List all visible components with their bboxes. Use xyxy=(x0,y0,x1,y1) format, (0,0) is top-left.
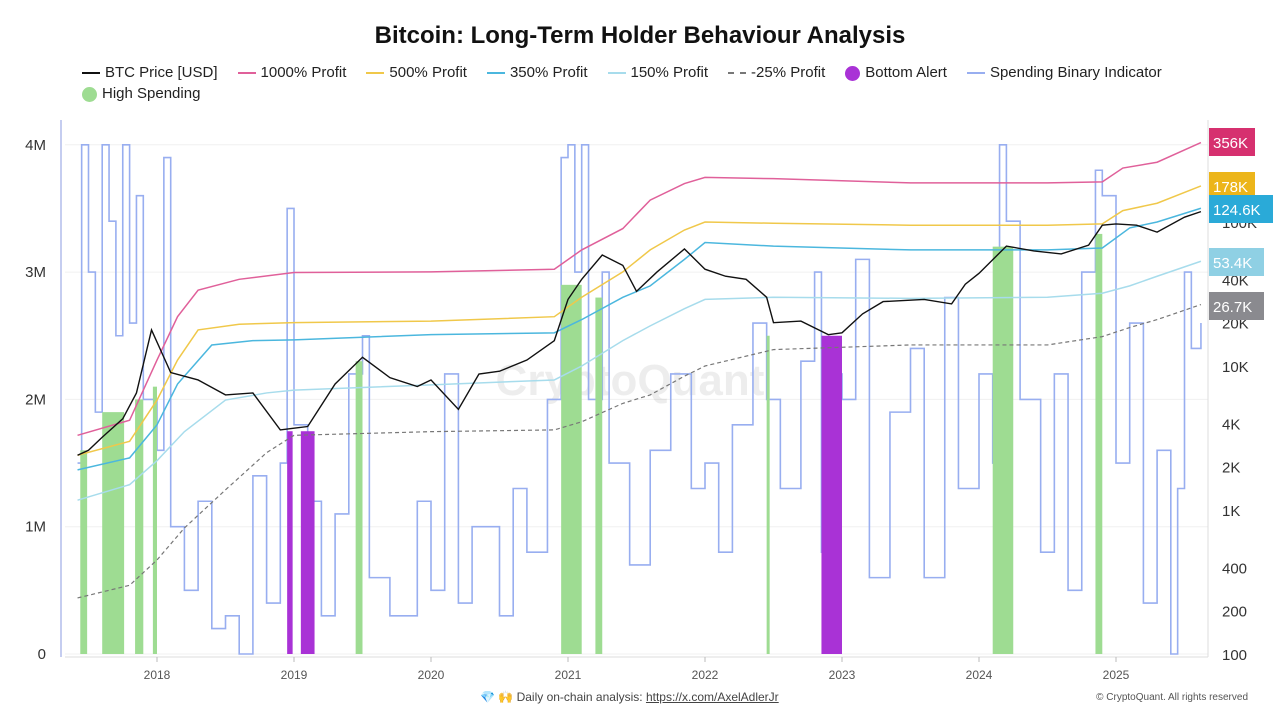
right-tick-label: 10K xyxy=(1222,359,1249,376)
legend-swatch xyxy=(237,72,256,75)
last-value-label: 356K xyxy=(1213,135,1248,152)
legend-swatch xyxy=(366,72,385,75)
right-tick-label: 200 xyxy=(1222,604,1247,621)
high-spending-bar xyxy=(561,284,582,654)
left-tick-label: 3M xyxy=(25,264,46,281)
profit-band-line xyxy=(77,185,1202,456)
legend-item[interactable]: 1000% Profit xyxy=(237,62,347,83)
footer: 💎 🙌 Daily on-chain analysis: https://x.c… xyxy=(480,690,779,704)
high-spending-bar xyxy=(992,246,1014,654)
last-value-badge xyxy=(1209,248,1264,276)
high-spending-bar xyxy=(595,297,603,654)
legend-item[interactable]: 150% Profit xyxy=(607,62,709,83)
legend-label: 1000% Profit xyxy=(260,64,347,81)
spending-indicator-line xyxy=(77,144,1202,655)
legend-item[interactable]: Bottom Alert xyxy=(845,62,947,83)
legend-swatch xyxy=(966,72,985,75)
footer-link[interactable]: https://x.com/AxelAdlerJr xyxy=(645,690,779,704)
legend-swatch xyxy=(607,72,626,75)
last-value-label: 178K xyxy=(1213,179,1248,196)
profit-band-line xyxy=(77,260,1202,501)
chart-title: Bitcoin: Long-Term Holder Behaviour Anal… xyxy=(374,22,906,49)
last-value-label: 26.7K xyxy=(1213,299,1252,316)
profit-band-line xyxy=(77,304,1202,599)
copyright: © CryptoQuant. All rights reserved xyxy=(1096,692,1248,703)
legend-item[interactable]: -25% Profit xyxy=(728,62,825,83)
legend-swatch xyxy=(845,65,861,81)
x-tick-label: 2019 xyxy=(281,668,308,682)
legend-swatch xyxy=(486,72,505,75)
btc-price-line xyxy=(77,210,1202,456)
legend-label: Bottom Alert xyxy=(865,64,947,81)
legend-swatch xyxy=(82,72,100,75)
last-value-badge xyxy=(1209,128,1255,156)
legend-label: Spending Binary Indicator xyxy=(989,64,1162,81)
legend-item[interactable]: 350% Profit xyxy=(486,62,588,83)
last-value-label: 53.4K xyxy=(1213,255,1252,272)
x-tick-label: 2018 xyxy=(144,668,171,682)
profit-band-line xyxy=(77,207,1202,471)
legend-label: 500% Profit xyxy=(389,64,467,81)
legend-label: 350% Profit xyxy=(509,64,588,81)
x-tick-label: 2025 xyxy=(1103,668,1130,682)
diamond-hands-icon: 💎 🙌 xyxy=(480,690,514,704)
legend-swatch xyxy=(728,72,747,75)
high-spending-bar xyxy=(102,412,125,654)
last-value-badge xyxy=(1209,195,1273,223)
right-tick-label: 2K xyxy=(1222,460,1240,477)
legend-item[interactable]: BTC Price [USD] xyxy=(82,62,218,83)
right-tick-label: 400 xyxy=(1222,560,1247,577)
right-tick-label: 1K xyxy=(1222,503,1240,520)
x-tick-label: 2020 xyxy=(418,668,445,682)
x-tick-label: 2023 xyxy=(829,668,856,682)
left-tick-label: 2M xyxy=(25,391,46,408)
bottom-alert-bar xyxy=(287,431,293,654)
legend: BTC Price [USD] 1000% Profit 500% Profit 35… xyxy=(82,62,1212,104)
x-tick-label: 2024 xyxy=(966,668,993,682)
footer-text: Daily on-chain analysis: xyxy=(516,690,646,704)
legend-item[interactable]: High Spending xyxy=(82,83,200,104)
left-tick-label: 0 xyxy=(38,646,46,663)
high-spending-bar xyxy=(766,335,770,654)
left-tick-label: 4M xyxy=(25,137,46,154)
high-spending-bar xyxy=(80,450,88,654)
last-value-label: 124.6K xyxy=(1213,202,1261,219)
legend-label: 150% Profit xyxy=(630,64,709,81)
legend-label: High Spending xyxy=(102,85,201,102)
bottom-alert-bar xyxy=(300,431,315,654)
right-tick-label: 40K xyxy=(1222,272,1249,289)
left-tick-label: 1M xyxy=(25,519,46,536)
high-spending-bar xyxy=(355,361,363,654)
x-tick-label: 2021 xyxy=(555,668,582,682)
legend-label: -25% Profit xyxy=(751,64,826,81)
legend-swatch xyxy=(82,86,97,102)
x-tick-label: 2022 xyxy=(692,668,719,682)
high-spending-bar xyxy=(1095,233,1103,654)
legend-label: BTC Price [USD] xyxy=(105,64,218,81)
profit-band-line xyxy=(77,141,1202,437)
legend-item[interactable]: 500% Profit xyxy=(366,62,467,83)
high-spending-bar xyxy=(152,386,157,654)
right-tick-label: 100 xyxy=(1222,647,1247,664)
last-value-badge xyxy=(1209,292,1264,320)
right-tick-label: 4K xyxy=(1222,416,1240,433)
legend-item[interactable]: Spending Binary Indicator xyxy=(966,62,1162,83)
bottom-alert-bar xyxy=(821,335,842,654)
high-spending-bar xyxy=(135,399,144,654)
